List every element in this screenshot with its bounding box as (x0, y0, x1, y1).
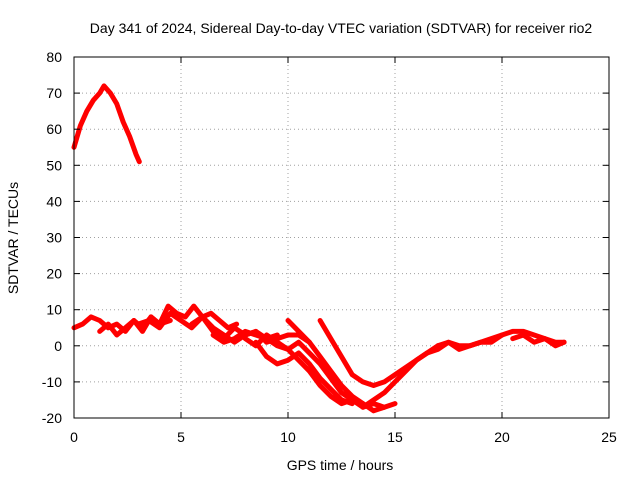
y-tick-label: 70 (46, 85, 62, 101)
y-tick-label: 50 (46, 157, 62, 173)
series-line-sat-k (360, 332, 505, 410)
y-tick-label: 20 (46, 266, 62, 282)
x-axis-ticks: 0 5 10 15 20 25 (70, 57, 617, 445)
x-tick-label: 25 (601, 429, 617, 445)
x-tick-label: 10 (280, 429, 296, 445)
y-axis-label: SDTVAR / TECUs (5, 182, 21, 294)
x-axis-label: GPS time / hours (287, 457, 394, 473)
x-tick-label: 0 (70, 429, 78, 445)
series-line-sat-i (285, 318, 387, 414)
series-line-sat-h (253, 339, 355, 407)
x-tick-label: 20 (494, 429, 510, 445)
series-line-sat-c (97, 303, 240, 338)
series-line-sat-m (510, 332, 567, 349)
y-tick-label: 30 (46, 230, 62, 246)
y-tick-label: 0 (54, 338, 62, 354)
series-line-sat-g (242, 332, 398, 410)
series-line-sat-a (71, 83, 142, 165)
y-tick-label: -10 (42, 374, 62, 390)
x-tick-label: 5 (177, 429, 185, 445)
series-line-sat-j (317, 318, 441, 388)
y-tick-label: 10 (46, 302, 62, 318)
data-series (71, 83, 567, 414)
grid-lines (74, 57, 609, 418)
x-tick-label: 15 (387, 429, 403, 445)
y-tick-label: -20 (42, 410, 62, 426)
y-tick-label: 80 (46, 49, 62, 65)
chart-title: Day 341 of 2024, Sidereal Day-to-day VTE… (90, 20, 593, 36)
y-tick-label: 40 (46, 193, 62, 209)
y-tick-label: 60 (46, 121, 62, 137)
y-axis-ticks: -20 -10 0 10 20 30 40 50 60 70 80 (42, 49, 609, 426)
